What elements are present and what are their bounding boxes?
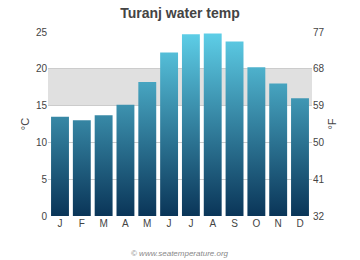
- svg-text:D: D: [296, 218, 303, 229]
- svg-text:32: 32: [313, 211, 325, 222]
- svg-text:25: 25: [36, 27, 48, 38]
- svg-text:A: A: [122, 218, 129, 229]
- svg-text:°F: °F: [326, 118, 338, 129]
- svg-text:S: S: [231, 218, 238, 229]
- svg-text:J: J: [167, 218, 172, 229]
- svg-text:15: 15: [36, 100, 48, 111]
- svg-text:68: 68: [313, 63, 325, 74]
- svg-text:59: 59: [313, 100, 325, 111]
- svg-text:0: 0: [41, 211, 47, 222]
- svg-text:A: A: [209, 218, 216, 229]
- svg-text:50: 50: [313, 137, 325, 148]
- svg-text:J: J: [58, 218, 63, 229]
- svg-text:10: 10: [36, 137, 48, 148]
- svg-text:O: O: [252, 218, 260, 229]
- svg-text:© www.seatemperature.org: © www.seatemperature.org: [131, 249, 229, 258]
- svg-text:41: 41: [313, 174, 325, 185]
- svg-text:77: 77: [313, 27, 325, 38]
- svg-text:Turanj water temp: Turanj water temp: [120, 5, 240, 21]
- svg-text:°C: °C: [19, 118, 31, 130]
- svg-text:M: M: [143, 218, 151, 229]
- svg-text:F: F: [79, 218, 85, 229]
- svg-text:20: 20: [36, 63, 48, 74]
- svg-text:J: J: [188, 218, 193, 229]
- svg-text:N: N: [275, 218, 282, 229]
- svg-text:5: 5: [41, 174, 47, 185]
- svg-text:M: M: [99, 218, 107, 229]
